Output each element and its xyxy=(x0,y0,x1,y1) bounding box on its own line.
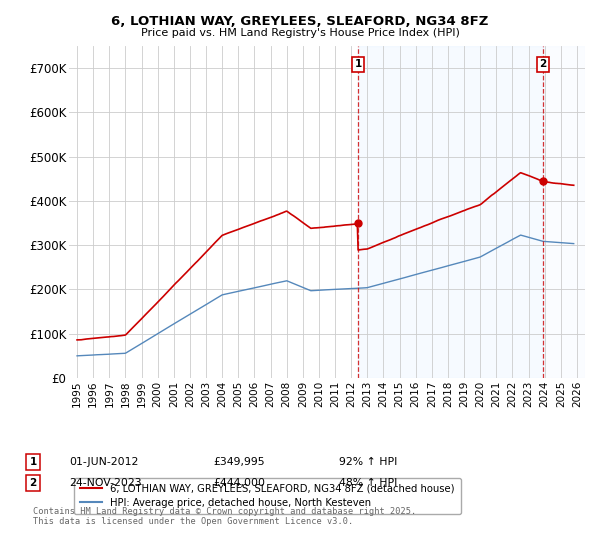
Legend: 6, LOTHIAN WAY, GREYLEES, SLEAFORD, NG34 8FZ (detached house), HPI: Average pric: 6, LOTHIAN WAY, GREYLEES, SLEAFORD, NG34… xyxy=(74,478,461,514)
Bar xyxy=(358,46,543,378)
Text: 48% ↑ HPI: 48% ↑ HPI xyxy=(339,478,397,488)
Text: 2: 2 xyxy=(29,478,37,488)
Text: 01-JUN-2012: 01-JUN-2012 xyxy=(69,457,139,467)
Text: Contains HM Land Registry data © Crown copyright and database right 2025.
This d: Contains HM Land Registry data © Crown c… xyxy=(33,507,416,526)
Text: 2: 2 xyxy=(539,59,547,69)
Bar xyxy=(543,46,585,378)
Text: 1: 1 xyxy=(355,59,362,69)
Text: 1: 1 xyxy=(29,457,37,467)
Text: 92% ↑ HPI: 92% ↑ HPI xyxy=(339,457,397,467)
Text: 6, LOTHIAN WAY, GREYLEES, SLEAFORD, NG34 8FZ: 6, LOTHIAN WAY, GREYLEES, SLEAFORD, NG34… xyxy=(112,15,488,28)
Text: 24-NOV-2023: 24-NOV-2023 xyxy=(69,478,142,488)
Text: Price paid vs. HM Land Registry's House Price Index (HPI): Price paid vs. HM Land Registry's House … xyxy=(140,28,460,38)
Text: £444,000: £444,000 xyxy=(213,478,265,488)
Text: £349,995: £349,995 xyxy=(213,457,265,467)
